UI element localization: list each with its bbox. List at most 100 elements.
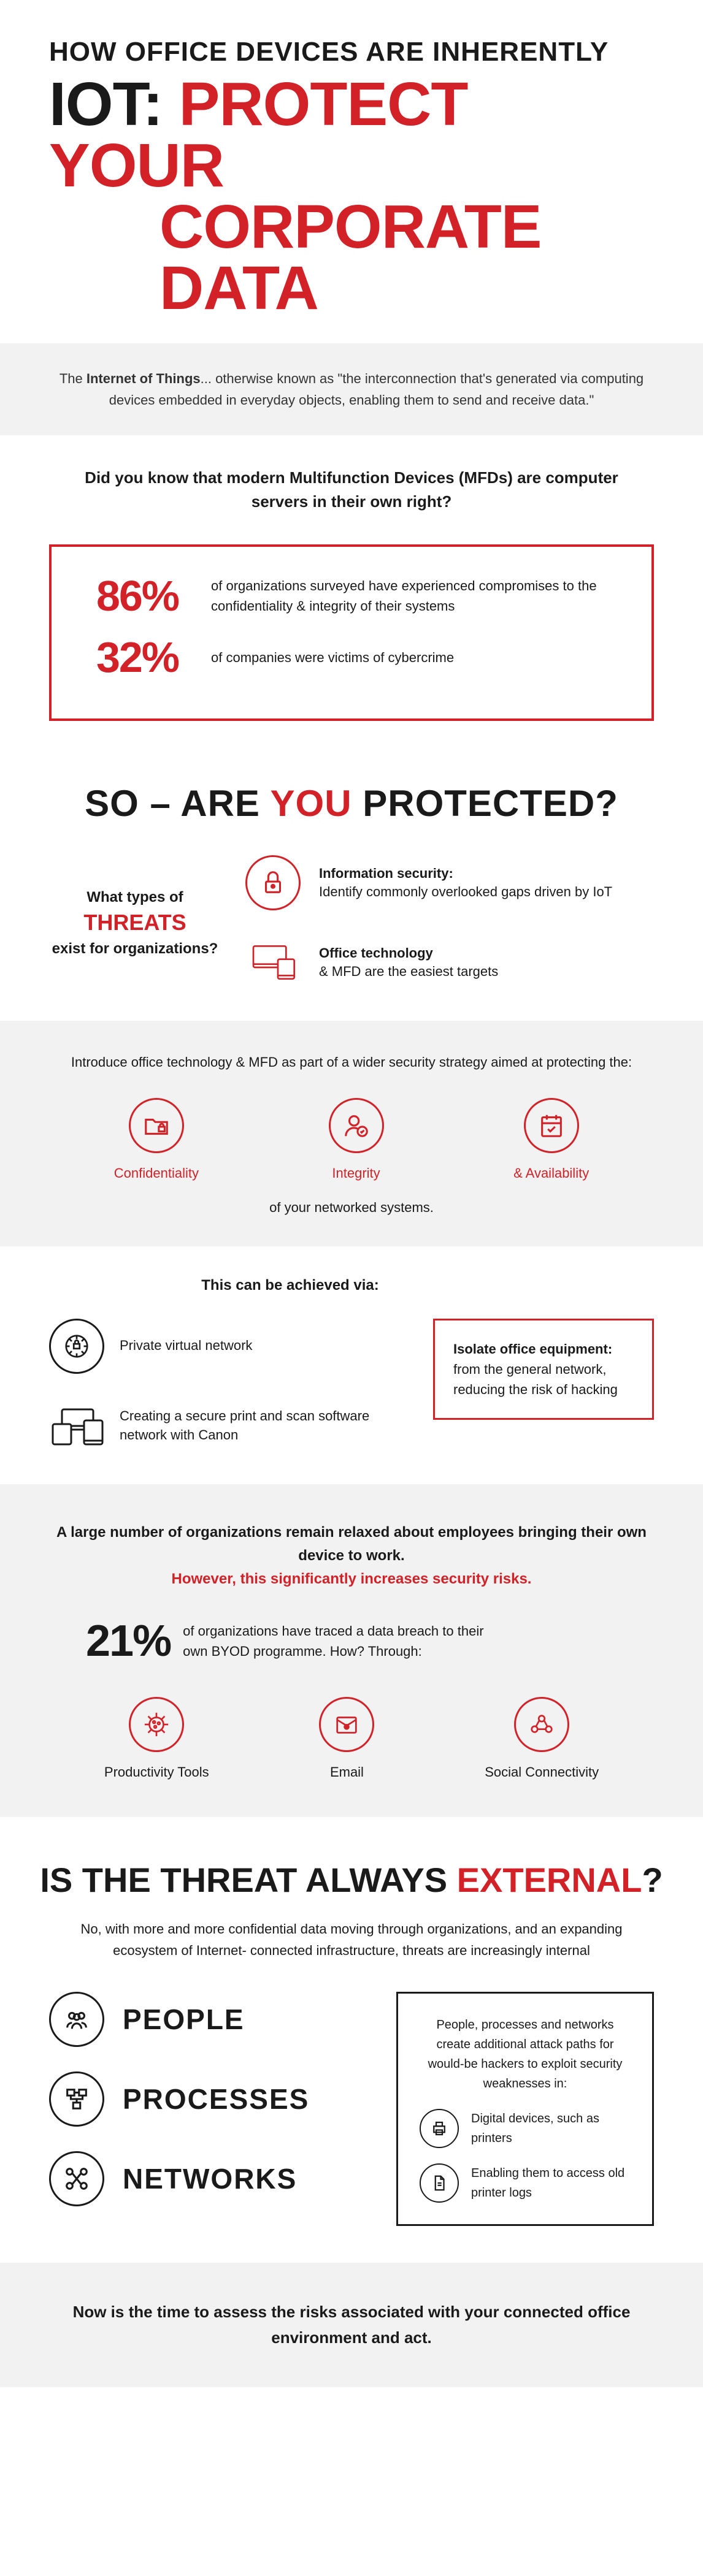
- achieve-head: This can be achieved via:: [0, 1277, 654, 1294]
- ppn-item-0: PEOPLE: [49, 1992, 366, 2047]
- heading-pre: SO – ARE: [85, 783, 270, 824]
- achieve-txt-0: Private virtual network: [120, 1336, 252, 1355]
- cia-label-2: & Availability: [513, 1165, 589, 1181]
- cia-lead: Introduce office technology & MFD as par…: [49, 1051, 654, 1073]
- ppn-section: PEOPLE PROCESSES NETWORKS People, proces…: [0, 1992, 703, 2263]
- ext-sub: No, with more and more confidential data…: [0, 1918, 703, 1992]
- stat-pct-0: 86%: [82, 571, 193, 620]
- heading-post: PROTECTED?: [363, 783, 618, 824]
- hero-line2: IOT: PROTECT YOUR: [49, 74, 654, 196]
- networks-icon: [49, 2151, 104, 2206]
- ext-post: ?: [642, 1861, 663, 1899]
- closing: Now is the time to assess the risks asso…: [0, 2263, 703, 2387]
- network-lock-icon: [49, 1319, 104, 1374]
- achieve-callout: Isolate office equipment: from the gener…: [433, 1319, 654, 1420]
- ppn-item-2: NETWORKS: [49, 2151, 366, 2206]
- cia-tail: of your networked systems.: [49, 1200, 654, 1216]
- byod-pct: 21%: [86, 1616, 171, 1666]
- threat-item-0: Information security: Identify commonly o…: [245, 855, 654, 910]
- byod-pct-txt: of organizations have traced a data brea…: [183, 1621, 490, 1661]
- achieve-item-0: Private virtual network: [49, 1319, 409, 1374]
- byod-lead-txt: A large number of organizations remain r…: [56, 1524, 647, 1564]
- byod-item-2: Social Connectivity: [485, 1697, 599, 1780]
- ppn-callout: People, processes and networks create ad…: [396, 1992, 654, 2226]
- achieve-callout-txt: from the general network, reducing the r…: [453, 1362, 618, 1397]
- cia-label-0: Confidentiality: [114, 1165, 199, 1181]
- threats-q-post: exist for organizations?: [49, 939, 221, 959]
- ppn-label-0: PEOPLE: [123, 2003, 245, 2036]
- ext-pre: IS THE THREAT ALWAYS: [40, 1861, 456, 1899]
- stat-row-1: 32% of companies were victims of cybercr…: [82, 633, 621, 682]
- threat-bold-0: Information security:: [319, 866, 453, 881]
- achieve-item-1: Creating a secure print and scan softwar…: [49, 1398, 409, 1454]
- threat-item-1: Office technology & MFD are the easiest t…: [245, 935, 654, 990]
- monitor-icon: [245, 935, 301, 990]
- hero-iot: IOT:: [49, 70, 163, 139]
- stat-box: 86% of organizations surveyed have exper…: [49, 544, 654, 721]
- achieve-callout-bold: Isolate office equipment:: [453, 1341, 612, 1357]
- threats-list: Information security: Identify commonly o…: [245, 855, 654, 990]
- threat-txt-1: Office technology & MFD are the easiest t…: [319, 944, 498, 982]
- ppn-sub-0: Digital devices, such as printers: [420, 2109, 631, 2148]
- lock-icon: [245, 855, 301, 910]
- devices-icon: [49, 1398, 104, 1454]
- intro-prefix: The: [60, 371, 86, 386]
- threats-section: What types of THREATS exist for organiza…: [0, 855, 703, 1021]
- byod-lead: A large number of organizations remain r…: [49, 1521, 654, 1591]
- threat-txt-0: Information security: Identify commonly o…: [319, 864, 612, 902]
- achieve-left: Private virtual network Creating a secur…: [49, 1319, 409, 1454]
- threats-question: What types of THREATS exist for organiza…: [49, 887, 221, 959]
- heading-protected: SO – ARE YOU PROTECTED?: [0, 758, 703, 855]
- achieve-section: This can be achieved via: Private virtua…: [0, 1246, 703, 1484]
- ppn-sub-txt-0: Digital devices, such as printers: [471, 2109, 631, 2148]
- hero: HOW OFFICE DEVICES ARE INHERENTLY IOT: P…: [0, 0, 703, 343]
- heading-red: YOU: [271, 783, 363, 824]
- cia-icons: Confidentiality Integrity & Availability: [49, 1098, 654, 1181]
- ppn-item-1: PROCESSES: [49, 2071, 366, 2127]
- byod-icons: Productivity Tools Email Social Connecti…: [49, 1697, 654, 1780]
- stat-row-0: 86% of organizations surveyed have exper…: [82, 571, 621, 620]
- intro-box: The Internet of Things... otherwise know…: [0, 343, 703, 435]
- stat-txt-1: of companies were victims of cybercrime: [211, 647, 454, 668]
- ppn-right-lead: People, processes and networks create ad…: [420, 2015, 631, 2094]
- byod-section: A large number of organizations remain r…: [0, 1484, 703, 1817]
- byod-item-0: Productivity Tools: [104, 1697, 209, 1780]
- cia-item-0: Confidentiality: [114, 1098, 199, 1181]
- processes-icon: [49, 2071, 104, 2127]
- byod-label-1: Email: [330, 1764, 364, 1780]
- stat-txt-0: of organizations surveyed have experienc…: [211, 576, 621, 616]
- virus-icon: [129, 1697, 184, 1752]
- byod-label-2: Social Connectivity: [485, 1764, 599, 1780]
- threat-sub-0: Identify commonly overlooked gaps driven…: [319, 884, 612, 899]
- ppn-sub-1: Enabling them to access old printer logs: [420, 2163, 631, 2203]
- user-check-icon: [329, 1098, 384, 1153]
- printer-icon: [420, 2109, 459, 2148]
- ppn-sub-txt-1: Enabling them to access old printer logs: [471, 2163, 631, 2203]
- ppn-left: PEOPLE PROCESSES NETWORKS: [49, 1992, 366, 2226]
- email-virus-icon: [319, 1697, 374, 1752]
- calendar-check-icon: [524, 1098, 579, 1153]
- stat-pct-1: 32%: [82, 633, 193, 682]
- byod-stat: 21% of organizations have traced a data …: [86, 1616, 654, 1666]
- threat-bold-1: Office technology: [319, 945, 433, 961]
- ext-red: EXTERNAL: [457, 1861, 642, 1899]
- byod-warn: However, this significantly increases se…: [172, 1571, 532, 1587]
- ppn-label-2: NETWORKS: [123, 2162, 297, 2195]
- threats-q-pre: What types of: [49, 887, 221, 908]
- question-mfd: Did you know that modern Multifunction D…: [0, 435, 703, 532]
- achieve-txt-1: Creating a secure print and scan softwar…: [120, 1407, 409, 1445]
- threats-q-red: THREATS: [49, 907, 221, 938]
- folder-lock-icon: [129, 1098, 184, 1153]
- social-icon: [514, 1697, 569, 1752]
- hero-line3: CORPORATE DATA: [159, 196, 654, 319]
- people-icon: [49, 1992, 104, 2047]
- cia-item-1: Integrity: [329, 1098, 384, 1181]
- document-icon: [420, 2163, 459, 2203]
- heading-external: IS THE THREAT ALWAYS EXTERNAL?: [0, 1817, 703, 1918]
- cia-box: Introduce office technology & MFD as par…: [0, 1021, 703, 1246]
- hero-line1: HOW OFFICE DEVICES ARE INHERENTLY: [49, 37, 654, 67]
- byod-label-0: Productivity Tools: [104, 1764, 209, 1780]
- achieve-row: Private virtual network Creating a secur…: [49, 1319, 654, 1454]
- threat-sub-1: & MFD are the easiest targets: [319, 964, 498, 979]
- cia-item-2: & Availability: [513, 1098, 589, 1181]
